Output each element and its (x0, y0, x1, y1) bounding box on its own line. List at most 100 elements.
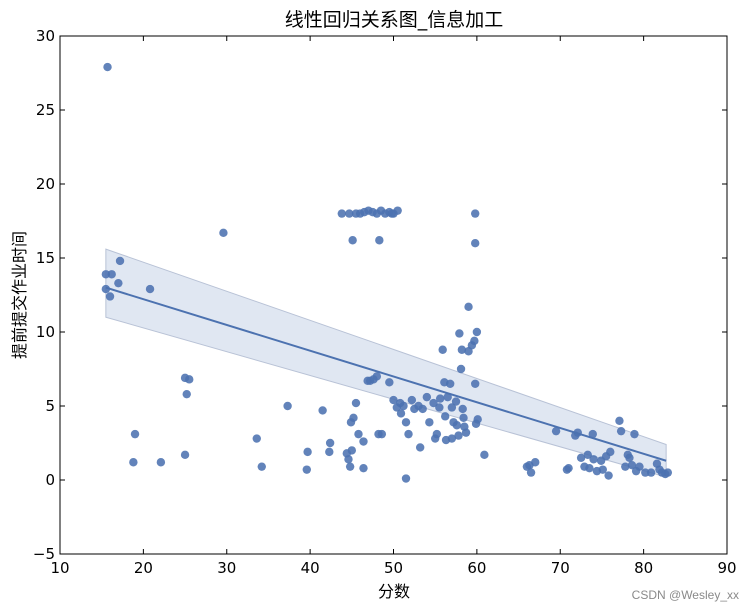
data-point (435, 394, 445, 403)
x-tick-label: 10 (50, 559, 69, 577)
data-point (425, 418, 434, 427)
data-point (454, 431, 463, 440)
data-point (585, 463, 594, 473)
data-point (471, 239, 480, 248)
data-point (445, 379, 455, 388)
data-point (598, 465, 607, 474)
data-point (145, 284, 155, 294)
data-point (459, 413, 468, 423)
data-point (606, 447, 615, 457)
data-point (435, 403, 444, 412)
data-point (303, 447, 312, 457)
data-point (451, 397, 461, 406)
data-point (114, 278, 123, 288)
data-point (387, 209, 397, 218)
data-point (107, 270, 116, 279)
x-tick-label: 20 (134, 559, 153, 577)
data-point (470, 336, 479, 346)
data-point (480, 450, 489, 460)
data-point (156, 458, 166, 467)
data-point (616, 426, 626, 436)
data-point (663, 468, 673, 477)
data-point (635, 462, 644, 471)
data-point (473, 415, 482, 424)
data-point (325, 438, 335, 448)
data-point (389, 395, 398, 405)
data-point (351, 398, 361, 408)
data-point (418, 404, 427, 414)
data-point (105, 292, 115, 301)
data-point (344, 455, 353, 464)
data-points (101, 62, 673, 483)
regression-line (105, 286, 667, 462)
data-point (589, 455, 598, 464)
data-point (115, 256, 125, 266)
data-point (130, 429, 140, 439)
data-point (103, 62, 112, 72)
x-axis-label: 分数 (378, 582, 410, 601)
data-point (404, 429, 413, 439)
data-point (318, 406, 327, 415)
confidence-band-area (105, 248, 667, 478)
data-point (646, 468, 656, 477)
data-point (129, 458, 138, 467)
x-axis-ticks: 10 20 30 40 50 60 70 80 90 (50, 36, 737, 577)
data-point (472, 327, 482, 337)
data-point (452, 421, 462, 430)
data-point (464, 302, 473, 312)
data-point (401, 474, 411, 483)
y-tick-label: 25 (36, 101, 55, 119)
data-point (447, 403, 457, 412)
x-tick-label: 30 (217, 559, 236, 577)
data-point (458, 404, 467, 414)
data-point (219, 228, 228, 238)
data-point (621, 462, 630, 471)
data-point (257, 462, 266, 471)
data-point (526, 468, 536, 477)
y-axis-label: 提前提交作业时间 (10, 231, 29, 359)
x-tick-label: 50 (384, 559, 403, 577)
data-point (372, 372, 382, 381)
y-tick-label: 0 (45, 471, 55, 489)
data-point (588, 429, 597, 439)
data-point (551, 426, 561, 436)
y-tick-label: 15 (36, 249, 55, 267)
x-tick-label: 60 (467, 559, 486, 577)
y-tick-label: 20 (36, 175, 55, 193)
data-point (101, 270, 111, 279)
data-point (345, 462, 355, 471)
chart-title: 线性回归关系图_信息加工 (285, 9, 504, 31)
data-point (641, 468, 650, 477)
data-point (283, 401, 292, 411)
data-point (345, 209, 354, 218)
data-point (422, 392, 432, 402)
data-point (325, 447, 334, 457)
data-point (185, 375, 194, 384)
data-point (447, 434, 457, 443)
data-point (252, 434, 261, 443)
data-point (471, 379, 480, 388)
watermark: CSDN @Wesley_xx (631, 588, 739, 602)
x-tick-label: 80 (634, 559, 653, 577)
y-tick-label: 30 (36, 27, 55, 45)
data-point (443, 392, 452, 402)
data-point (385, 378, 394, 387)
data-point (348, 236, 357, 245)
data-point (455, 329, 464, 338)
data-point (456, 364, 466, 374)
y-tick-label: 5 (45, 397, 55, 415)
confidence-band (105, 248, 667, 478)
data-point (180, 450, 190, 460)
data-point (347, 446, 357, 455)
data-point (583, 450, 592, 460)
data-point (396, 409, 406, 418)
data-point (349, 413, 358, 423)
y-tick-label: 10 (36, 323, 55, 341)
data-point (432, 429, 442, 439)
data-point (604, 471, 613, 480)
data-point (457, 345, 467, 354)
y-tick-label: −5 (33, 545, 55, 563)
data-point (377, 429, 387, 439)
data-point (531, 458, 540, 467)
data-point (564, 463, 573, 473)
